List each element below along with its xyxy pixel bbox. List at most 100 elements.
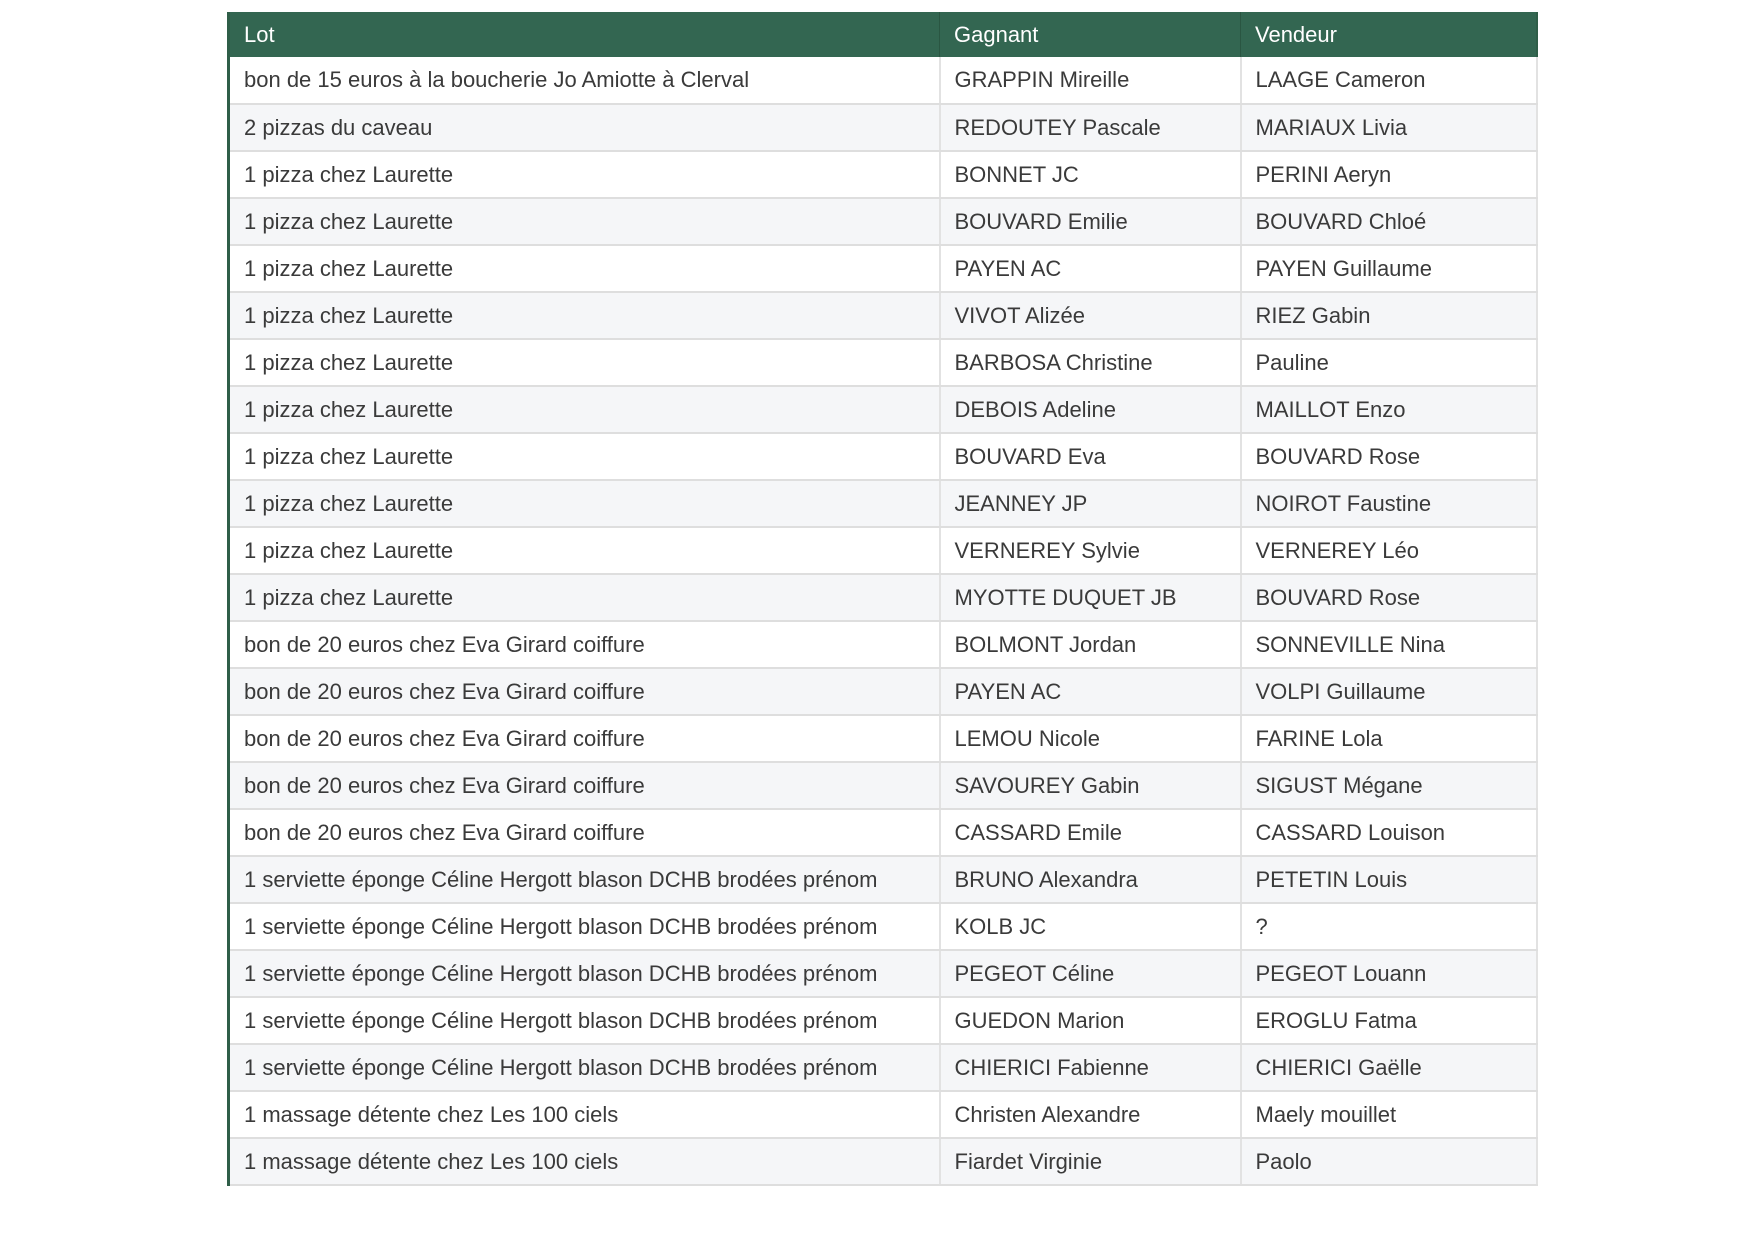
cell-vendeur: PEGEOT Louann: [1240, 950, 1538, 998]
cell-lot: bon de 20 euros chez Eva Girard coiffure: [228, 762, 941, 810]
cell-vendeur: SIGUST Mégane: [1240, 762, 1538, 810]
cell-vendeur: PERINI Aeryn: [1240, 151, 1538, 199]
table-row: 1 pizza chez Laurette VIVOT Alizée RIEZ Ga…: [228, 292, 1538, 340]
cell-lot: bon de 20 euros chez Eva Girard coiffure: [228, 715, 941, 763]
cell-vendeur: VERNEREY Léo: [1240, 527, 1538, 575]
cell-gagnant: BRUNO Alexandra: [939, 856, 1242, 904]
cell-vendeur: PAYEN Guillaume: [1240, 245, 1538, 293]
table-row: 1 serviette éponge Céline Hergott blason…: [228, 903, 1538, 951]
cell-lot: 1 pizza chez Laurette: [228, 151, 941, 199]
cell-vendeur: PETETIN Louis: [1240, 856, 1538, 904]
cell-vendeur: SONNEVILLE Nina: [1240, 621, 1538, 669]
cell-lot: 1 serviette éponge Céline Hergott blason…: [228, 1044, 941, 1092]
cell-vendeur: BOUVARD Rose: [1240, 433, 1538, 481]
cell-lot: 1 pizza chez Laurette: [228, 245, 941, 293]
cell-gagnant: GRAPPIN Mireille: [939, 57, 1242, 105]
table-row: 1 pizza chez Laurette JEANNEY JP NOIROT Fa…: [228, 480, 1538, 528]
table-row: bon de 20 euros chez Eva Girard coiffure…: [228, 668, 1538, 716]
cell-gagnant: PAYEN AC: [939, 668, 1242, 716]
header-vendeur: Vendeur: [1240, 12, 1537, 57]
cell-vendeur: RIEZ Gabin: [1240, 292, 1538, 340]
cell-lot: 1 serviette éponge Céline Hergott blason…: [228, 950, 941, 998]
cell-gagnant: BOUVARD Eva: [939, 433, 1242, 481]
table-row: 1 massage détente chez Les 100 ciels Fiar…: [228, 1138, 1538, 1186]
cell-gagnant: LEMOU Nicole: [939, 715, 1242, 763]
cell-vendeur: CASSARD Louison: [1240, 809, 1538, 857]
cell-vendeur: Maely mouillet: [1240, 1091, 1538, 1139]
table-row: 1 pizza chez Laurette BOUVARD Emilie BOUVA…: [228, 198, 1538, 246]
cell-vendeur: NOIROT Faustine: [1240, 480, 1538, 528]
table-row: 2 pizzas du caveau REDOUTEY Pascale MARIAU…: [228, 104, 1538, 152]
cell-lot: bon de 20 euros chez Eva Girard coiffure: [228, 621, 941, 669]
table-row: 1 pizza chez Laurette BOUVARD Eva BOUVARD …: [228, 433, 1538, 481]
cell-lot: 1 massage détente chez Les 100 ciels: [228, 1138, 941, 1186]
table-row: 1 pizza chez Laurette PAYEN AC PAYEN Guill…: [228, 245, 1538, 293]
cell-gagnant: JEANNEY JP: [939, 480, 1242, 528]
table-row: 1 pizza chez Laurette MYOTTE DUQUET JB BOU…: [228, 574, 1538, 622]
cell-gagnant: BARBOSA Christine: [939, 339, 1242, 387]
table-row: 1 pizza chez Laurette DEBOIS Adeline MAILL…: [228, 386, 1538, 434]
cell-vendeur: VOLPI Guillaume: [1240, 668, 1538, 716]
cell-lot: 1 pizza chez Laurette: [228, 480, 941, 528]
table-row: bon de 20 euros chez Eva Girard coiffure…: [228, 762, 1538, 810]
cell-lot: 1 serviette éponge Céline Hergott blason…: [228, 997, 941, 1045]
table-row: 1 serviette éponge Céline Hergott blason…: [228, 950, 1538, 998]
table-row: 1 pizza chez Laurette BARBOSA Christine Pa…: [228, 339, 1538, 387]
cell-lot: 1 pizza chez Laurette: [228, 574, 941, 622]
cell-lot: 1 pizza chez Laurette: [228, 527, 941, 575]
cell-gagnant: BONNET JC: [939, 151, 1242, 199]
cell-lot: bon de 20 euros chez Eva Girard coiffure: [228, 668, 941, 716]
table-row: 1 pizza chez Laurette VERNEREY Sylvie VERN…: [228, 527, 1538, 575]
cell-lot: 1 pizza chez Laurette: [228, 292, 941, 340]
cell-vendeur: Pauline: [1240, 339, 1538, 387]
cell-lot: 1 pizza chez Laurette: [228, 339, 941, 387]
cell-vendeur: EROGLU Fatma: [1240, 997, 1538, 1045]
cell-gagnant: MYOTTE DUQUET JB: [939, 574, 1242, 622]
cell-gagnant: CASSARD Emile: [939, 809, 1242, 857]
cell-lot: bon de 20 euros chez Eva Girard coiffure: [228, 809, 941, 857]
cell-vendeur: MARIAUX Livia: [1240, 104, 1538, 152]
cell-gagnant: Fiardet Virginie: [939, 1138, 1242, 1186]
cell-gagnant: VERNEREY Sylvie: [939, 527, 1242, 575]
cell-lot: bon de 15 euros à la boucherie Jo Amiott…: [228, 57, 941, 105]
lots-table: Lot Gagnant Vendeur bon de 15 euros à la…: [227, 12, 1538, 1186]
table-row: bon de 20 euros chez Eva Girard coiffure…: [228, 809, 1538, 857]
header-gagnant: Gagnant: [939, 12, 1241, 57]
table-row: bon de 15 euros à la boucherie Jo Amiott…: [228, 57, 1538, 105]
cell-lot: 2 pizzas du caveau: [228, 104, 941, 152]
cell-gagnant: BOUVARD Emilie: [939, 198, 1242, 246]
header-row: Lot Gagnant Vendeur: [228, 12, 1537, 57]
cell-vendeur: LAAGE Cameron: [1240, 57, 1538, 105]
table-row: bon de 20 euros chez Eva Girard coiffure…: [228, 621, 1538, 669]
cell-gagnant: PAYEN AC: [939, 245, 1242, 293]
cell-vendeur: BOUVARD Rose: [1240, 574, 1538, 622]
cell-gagnant: DEBOIS Adeline: [939, 386, 1242, 434]
cell-lot: 1 pizza chez Laurette: [228, 433, 941, 481]
cell-lot: 1 serviette éponge Céline Hergott blason…: [228, 856, 941, 904]
cell-vendeur: Paolo: [1240, 1138, 1538, 1186]
table-row: bon de 20 euros chez Eva Girard coiffure…: [228, 715, 1538, 763]
cell-lot: 1 massage détente chez Les 100 ciels: [228, 1091, 941, 1139]
header-lot: Lot: [228, 12, 940, 57]
cell-gagnant: PEGEOT Céline: [939, 950, 1242, 998]
cell-gagnant: CHIERICI Fabienne: [939, 1044, 1242, 1092]
cell-gagnant: SAVOUREY Gabin: [939, 762, 1242, 810]
cell-gagnant: Christen Alexandre: [939, 1091, 1242, 1139]
table-row: 1 serviette éponge Céline Hergott blason…: [228, 997, 1538, 1045]
cell-lot: 1 pizza chez Laurette: [228, 386, 941, 434]
cell-vendeur: ?: [1240, 903, 1538, 951]
cell-gagnant: VIVOT Alizée: [939, 292, 1242, 340]
cell-gagnant: GUEDON Marion: [939, 997, 1242, 1045]
table-row: 1 pizza chez Laurette BONNET JC PERINI Aer…: [228, 151, 1538, 199]
cell-gagnant: REDOUTEY Pascale: [939, 104, 1242, 152]
cell-vendeur: FARINE Lola: [1240, 715, 1538, 763]
cell-vendeur: MAILLOT Enzo: [1240, 386, 1538, 434]
cell-gagnant: BOLMONT Jordan: [939, 621, 1242, 669]
cell-gagnant: KOLB JC: [939, 903, 1242, 951]
table-row: 1 serviette éponge Céline Hergott blason…: [228, 1044, 1538, 1092]
table-row: 1 serviette éponge Céline Hergott blason…: [228, 856, 1538, 904]
cell-lot: 1 pizza chez Laurette: [228, 198, 941, 246]
cell-vendeur: CHIERICI Gaëlle: [1240, 1044, 1538, 1092]
cell-vendeur: BOUVARD Chloé: [1240, 198, 1538, 246]
table-row: 1 massage détente chez Les 100 ciels Chri…: [228, 1091, 1538, 1139]
